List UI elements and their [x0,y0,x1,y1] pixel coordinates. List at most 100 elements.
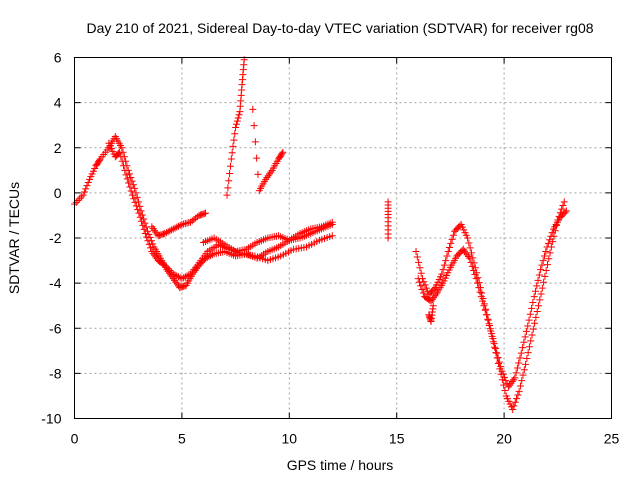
data-point [512,369,520,377]
data-point [162,263,170,271]
data-point [134,206,142,214]
data-point [418,285,426,293]
y-tick-label: 0 [54,185,62,201]
data-point [414,275,422,283]
data-point [526,310,534,318]
data-point [523,354,531,362]
data-point [413,253,421,261]
x-axis-title: GPS time / hours [287,457,394,473]
data-point [465,239,473,247]
data-point [534,302,542,310]
data-point [497,363,505,371]
data-point [148,223,156,231]
data-point [528,331,536,339]
data-point [122,171,130,179]
data-point [132,202,140,210]
series-track-c [148,209,210,240]
data-point [506,381,514,389]
data-point [131,198,139,206]
series-track-h [412,198,568,413]
data-point [547,232,555,240]
data-point [548,229,556,237]
data-point [422,284,430,292]
data-point [521,333,529,341]
series-track-j [425,302,437,325]
series-track-i [414,207,570,391]
data-point [529,325,537,333]
data-point [172,278,180,286]
data-point [95,156,103,164]
data-point [138,217,146,225]
data-point [511,398,519,406]
data-point [476,288,484,296]
data-point [251,138,259,146]
data-point [485,320,493,328]
data-point [84,178,92,186]
data-points [71,56,570,413]
data-point [499,370,507,378]
data-point [531,287,539,295]
data-point [127,187,135,195]
data-point [128,177,136,185]
data-point [328,220,336,228]
data-point [143,233,151,241]
data-point [522,360,530,368]
data-point [473,279,481,287]
data-point [185,271,193,279]
data-point [501,373,509,381]
data-point [470,266,478,274]
data-point [532,313,540,321]
data-point [130,195,138,203]
data-point [488,330,496,338]
data-point [235,111,243,119]
data-point [536,296,544,304]
data-point [166,227,174,235]
data-point [116,148,124,156]
data-point [540,252,548,260]
data-point [140,225,148,233]
data-point [466,244,474,252]
data-point [461,247,469,255]
data-point [126,183,134,191]
data-point [278,150,286,158]
data-point [125,179,133,187]
data-point [538,284,546,292]
data-point [80,188,88,196]
data-point [127,174,135,182]
data-point [150,251,158,259]
data-point [446,243,454,251]
data-point [149,249,157,257]
data-point [231,130,239,138]
data-point [531,319,539,327]
data-point [266,170,274,178]
data-point [432,290,440,298]
data-point [149,225,157,233]
data-point [493,349,501,357]
data-point [513,364,521,372]
data-point [442,257,450,265]
data-point [415,278,423,286]
data-point [144,237,152,245]
data-point [484,315,492,323]
data-point [164,228,172,236]
data-point [174,222,182,230]
data-point [468,262,476,270]
data-point [429,302,437,310]
data-point [193,213,201,221]
y-tick-label: 4 [54,95,62,111]
data-point [501,387,509,395]
data-point [504,383,512,391]
data-point [519,344,527,352]
data-point [438,270,446,278]
data-point [117,153,125,161]
data-point [513,395,521,403]
data-point [115,149,123,157]
data-point [250,122,258,130]
data-point [537,266,545,274]
data-point [475,284,483,292]
series-track-e [223,56,248,199]
data-point [82,185,90,193]
data-point [560,198,568,206]
data-point [229,142,237,150]
x-tick-label: 20 [496,431,512,447]
